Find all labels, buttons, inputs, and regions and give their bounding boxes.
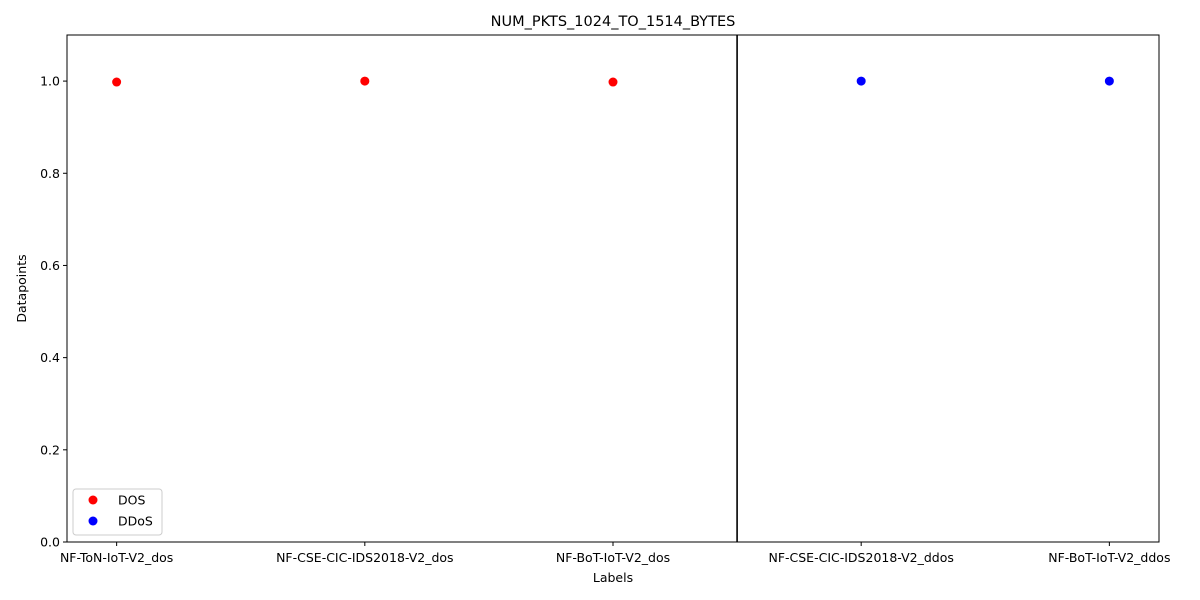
y-tick-label: 0.8	[40, 166, 60, 181]
x-tick-label: NF-CSE-CIC-IDS2018-V2_dos	[276, 550, 453, 565]
data-point-dos-0	[112, 77, 122, 87]
data-point-ddos-0	[856, 76, 866, 86]
y-axis-label: Datapoints	[14, 254, 29, 322]
chart-title: NUM_PKTS_1024_TO_1514_BYTES	[491, 14, 736, 30]
x-axis-label: Labels	[593, 570, 633, 585]
x-tick-label: NF-BoT-IoT-V2_dos	[556, 550, 670, 565]
legend-label-ddos: DDoS	[118, 514, 153, 529]
legend-marker-ddos	[88, 516, 98, 526]
data-point-dos-1	[360, 76, 370, 86]
y-tick-label: 0.6	[40, 258, 60, 273]
y-axis-ticks: 0.0 0.2 0.4 0.6 0.8 1.0	[40, 74, 67, 550]
plot-content	[112, 35, 1114, 542]
x-tick-label: NF-BoT-IoT-V2_ddos	[1048, 550, 1170, 565]
y-tick-label: 0.4	[40, 350, 60, 365]
data-point-ddos-1	[1104, 76, 1114, 86]
plot-frame	[66, 34, 1160, 543]
legend-label-dos: DOS	[118, 493, 145, 508]
x-axis-ticks: NF-ToN-IoT-V2_dos NF-CSE-CIC-IDS2018-V2_d…	[60, 542, 1170, 565]
legend: DOS DDoS	[72, 488, 163, 536]
y-tick-label: 0.2	[40, 442, 60, 457]
y-tick-label: 1.0	[40, 74, 60, 89]
y-tick-label: 0.0	[40, 535, 60, 550]
data-point-dos-2	[608, 77, 618, 87]
legend-marker-dos	[88, 495, 98, 505]
x-tick-label: NF-ToN-IoT-V2_dos	[60, 550, 173, 565]
x-tick-label: NF-CSE-CIC-IDS2018-V2_ddos	[768, 550, 953, 565]
